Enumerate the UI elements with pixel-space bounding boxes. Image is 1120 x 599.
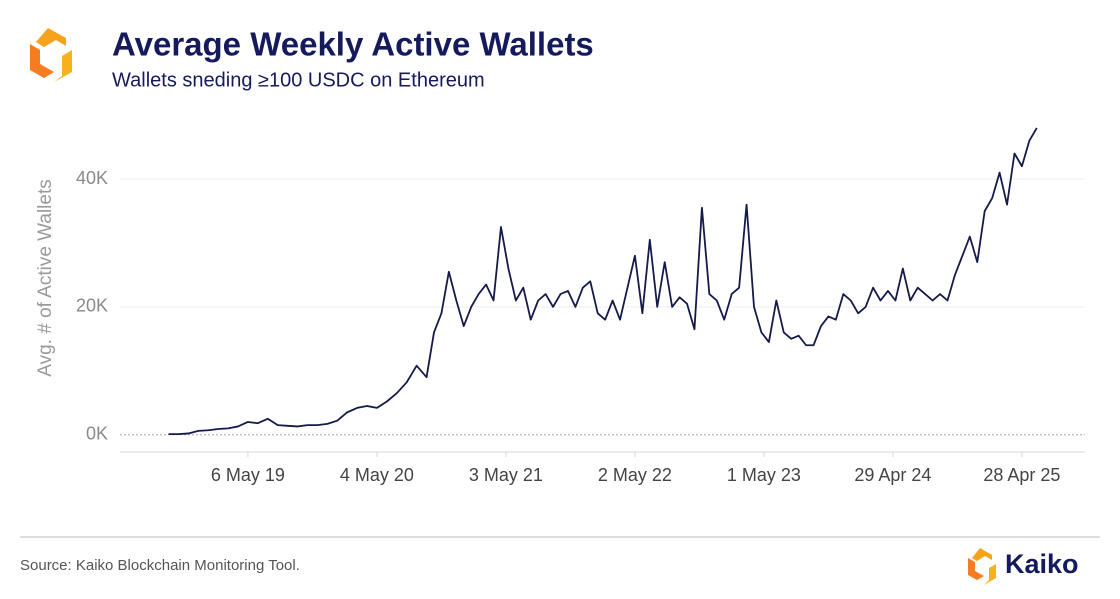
x-tick-label: 29 Apr 24 [854, 465, 931, 485]
logo-part [972, 548, 992, 561]
header-logo [30, 28, 72, 82]
x-tick-label: 4 May 20 [340, 465, 414, 485]
x-tick-label: 3 May 21 [469, 465, 543, 485]
chart-subtitle: Wallets sneding ≥100 USDC on Ethereum [112, 69, 485, 91]
data-line [168, 127, 1038, 435]
chart-title: Average Weekly Active Wallets [112, 26, 594, 63]
brand-name: Kaiko [1005, 549, 1079, 579]
x-tick-label: 28 Apr 25 [983, 465, 1060, 485]
x-tick-label: 2 May 22 [598, 465, 672, 485]
logo-part [968, 558, 984, 580]
source-note: Source: Kaiko Blockchain Monitoring Tool… [20, 557, 300, 574]
logo-part [36, 28, 66, 47]
y-tick-label: 20K [76, 296, 108, 316]
logo-part [984, 564, 996, 585]
x-tick-label: 6 May 19 [211, 465, 285, 485]
y-axis-label: Avg. # of Active Wallets [35, 179, 56, 376]
logo-part [54, 50, 72, 82]
y-tick-label: 40K [76, 168, 108, 188]
logo-part [30, 44, 54, 78]
x-tick-label: 1 May 23 [727, 465, 801, 485]
y-tick-label: 0K [86, 423, 108, 443]
brand-logo [968, 548, 996, 585]
